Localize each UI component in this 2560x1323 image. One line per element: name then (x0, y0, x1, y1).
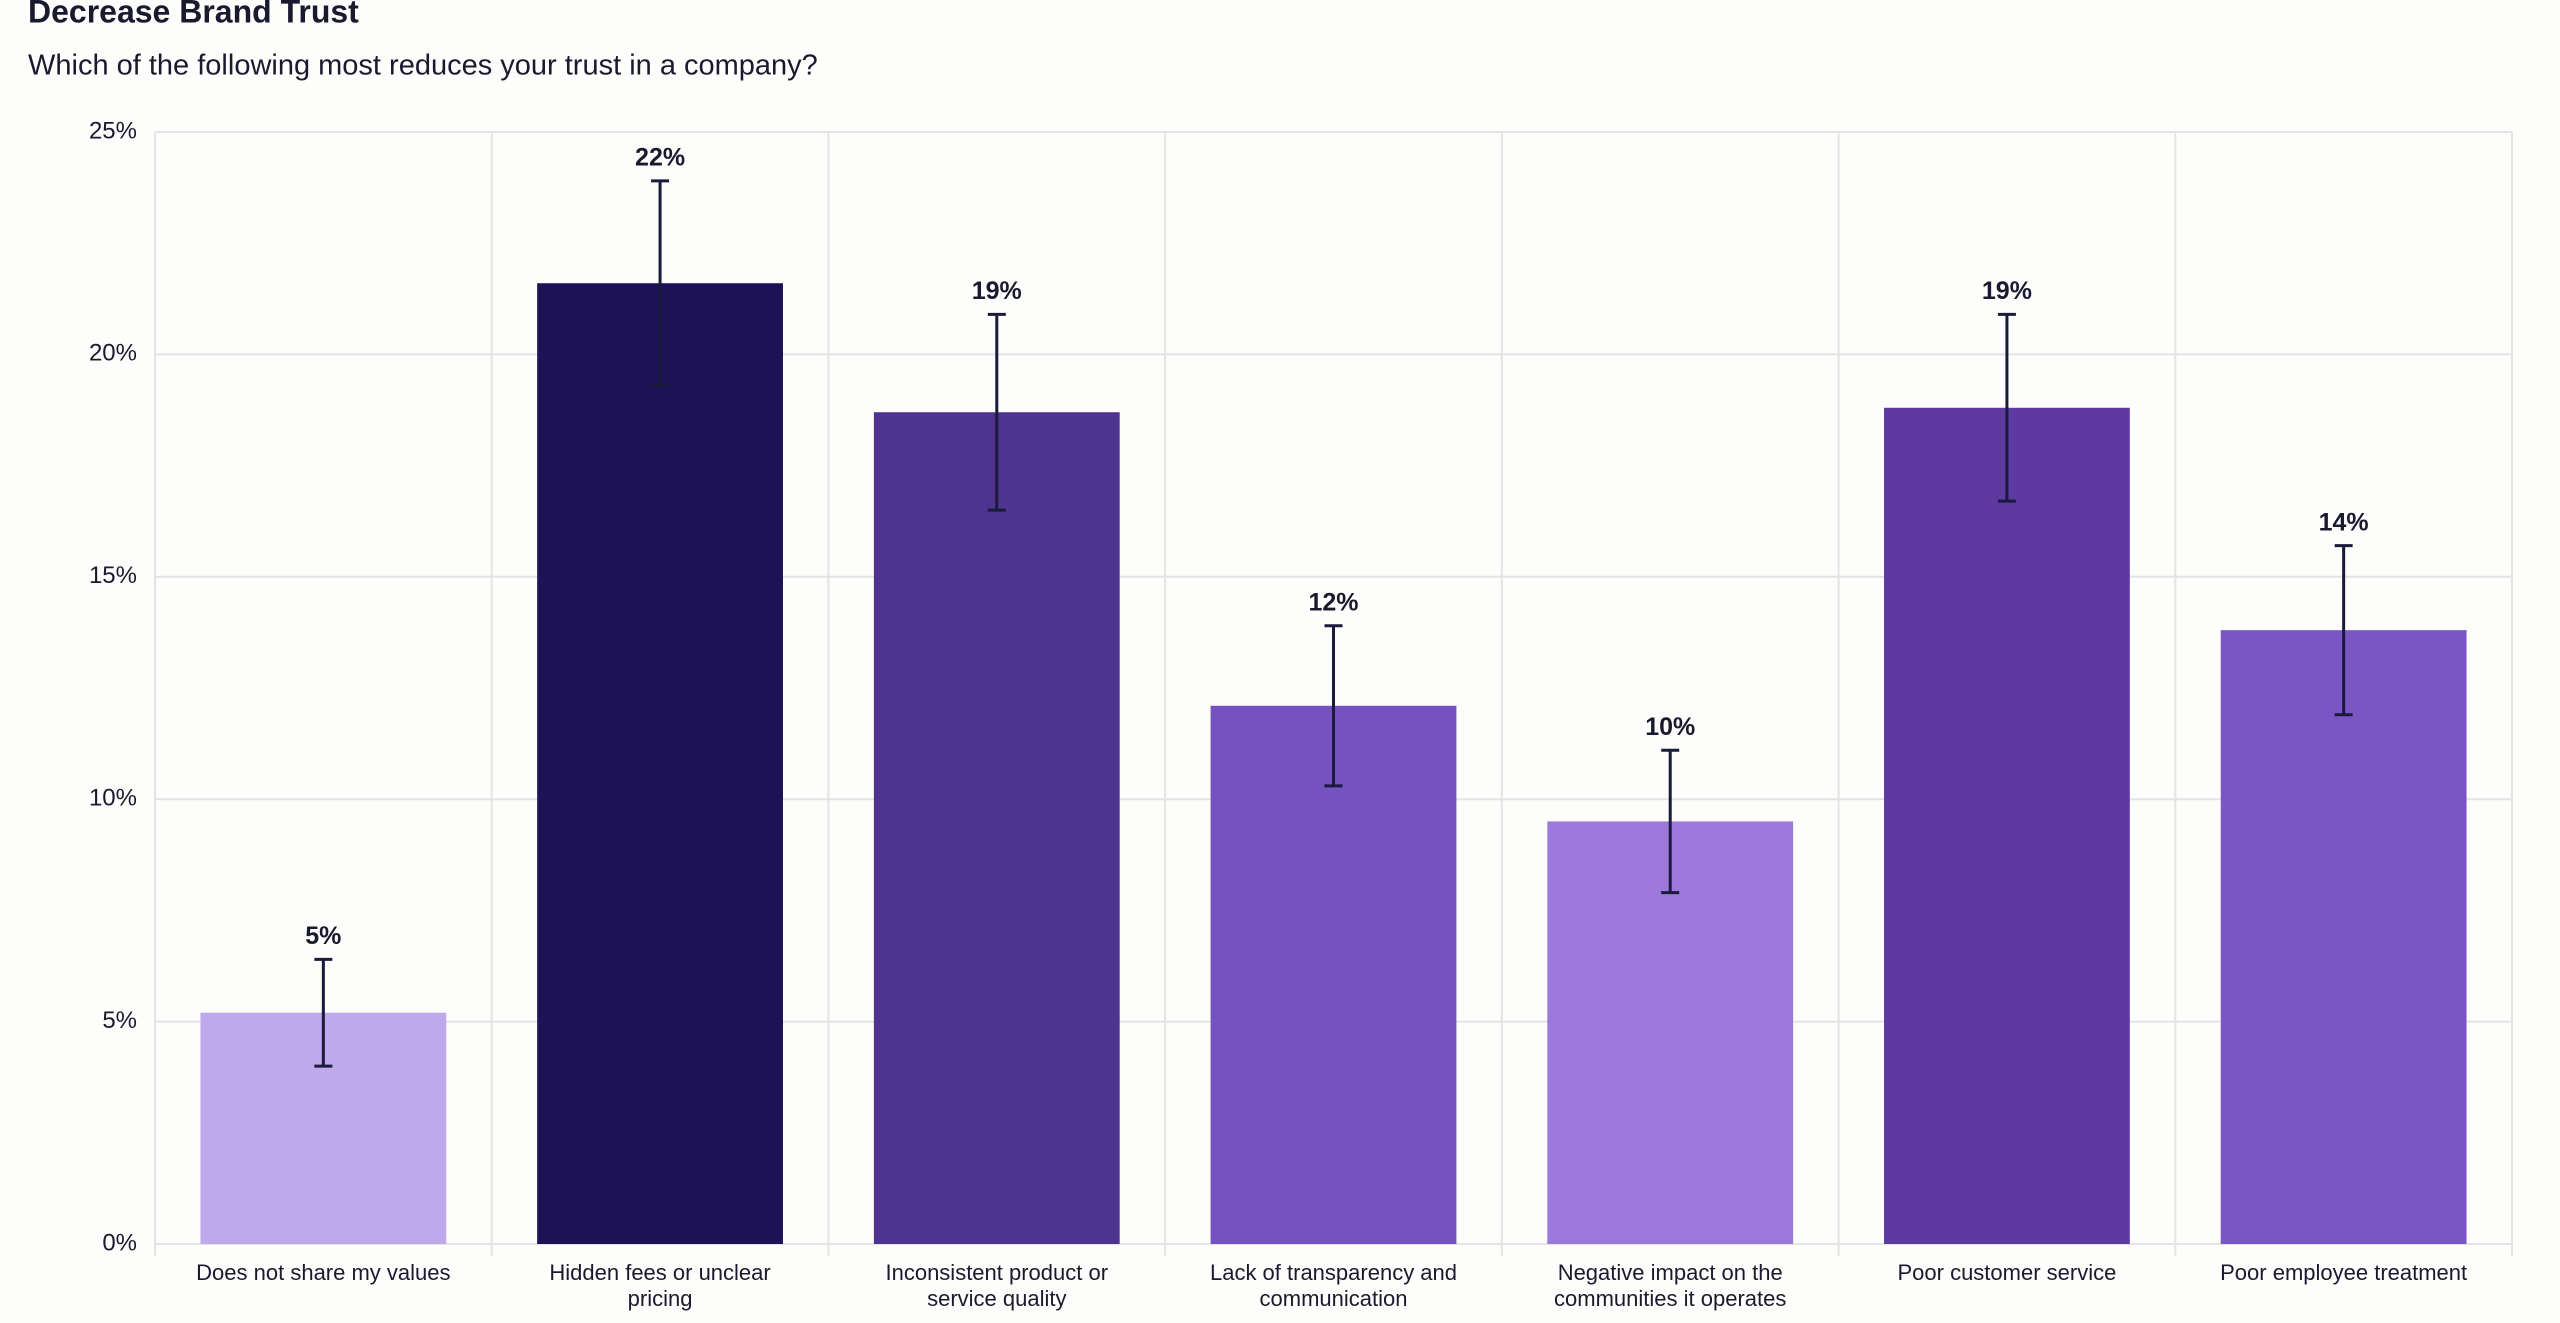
y-tick-label: 5% (102, 1007, 137, 1034)
x-tick-label: Poor employee treatment (2220, 1260, 2468, 1285)
value-label: 5% (305, 922, 341, 950)
value-label: 19% (1982, 277, 2032, 305)
x-tick-label: Negative impact on the communities it op… (1554, 1260, 1787, 1311)
value-label: 14% (2319, 508, 2369, 536)
bar (2220, 630, 2467, 1244)
y-tick-label: 15% (89, 562, 137, 589)
value-label: 12% (1308, 588, 1358, 616)
x-tick-label: Inconsistent product or service quality (885, 1260, 1109, 1311)
bar (873, 412, 1120, 1244)
x-tick-label: Lack of transparency and communication (1209, 1260, 1458, 1311)
y-tick-label: 0% (102, 1229, 137, 1256)
x-tick-label: Does not share my values (196, 1260, 451, 1285)
chart-subtitle: Which of the following most reduces your… (28, 50, 818, 82)
y-tick-label: 25% (89, 117, 137, 144)
y-tick-label: 20% (89, 340, 137, 367)
bar (1210, 705, 1457, 1244)
bar (537, 283, 783, 1244)
x-tick-label: Poor customer service (1897, 1260, 2117, 1285)
value-label: 22% (635, 144, 685, 172)
value-label: 10% (1645, 713, 1695, 741)
value-label: 19% (972, 277, 1022, 305)
bar (1884, 407, 2130, 1244)
x-tick-label: Hidden fees or unclear pricing (549, 1260, 771, 1311)
chart-title: Decrease Brand Trust (28, 0, 359, 29)
y-tick-label: 10% (89, 785, 137, 812)
